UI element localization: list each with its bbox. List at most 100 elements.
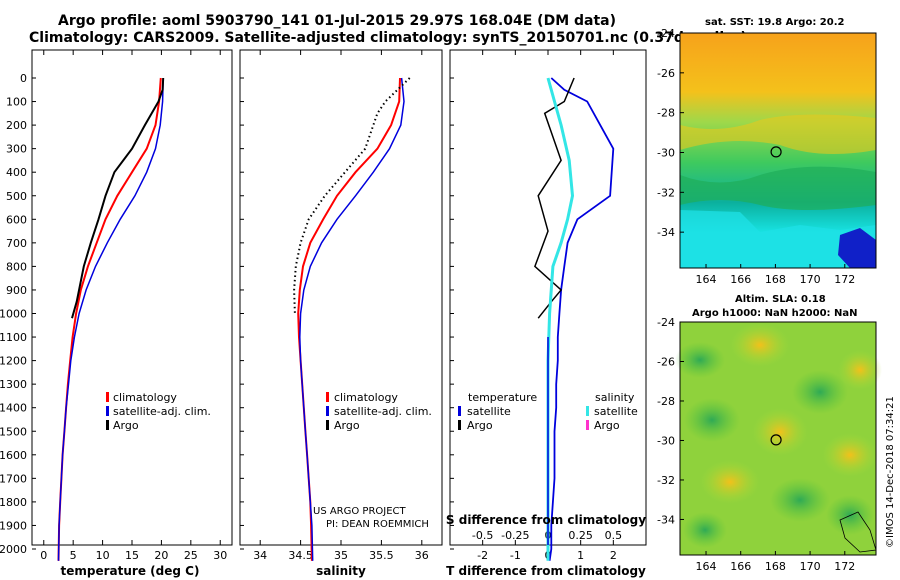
depth-axis: 0 100 200 300 400 500 600 700 800 900 1000 1100 1200… [0,72,454,556]
legend-argo-swatch [326,420,329,430]
lat-tick-label: -28 [657,107,675,120]
sst-lat-axis: -24 -26 -28 -30 -32 -34 [657,27,684,239]
salinity-panel-frame [239,49,443,546]
legend-climatology-swatch [326,392,329,402]
sla-high-patch [730,323,790,367]
salinity-series [293,77,411,561]
x-tick-label: 20 [154,549,168,562]
lat-tick-label: -34 [657,513,675,526]
series-line-climatology [297,77,401,561]
depth-tick-label: 2000 [0,543,27,556]
legend-t-argo-swatch [458,420,461,430]
project-credit: US ARGO PROJECT [313,506,407,517]
land-mask-blue [838,228,876,268]
s-diff-tick-label: 0.25 [568,529,593,542]
salinity-legend: climatology satellite-adj. clim. Argo [326,391,432,432]
depth-tick-label: 700 [6,237,27,250]
depth-tick-label: 1300 [0,378,27,391]
lat-tick-label: -24 [657,316,675,329]
sla-map-title: Altim. SLA: 0.18 [735,294,826,305]
x-tick-label: 35.5 [369,549,394,562]
legend-satellite-label: satellite-adj. clim. [334,405,432,418]
lat-tick-label: -26 [657,355,675,368]
sst-cold-region [680,210,876,268]
sst-map-frame [679,32,877,269]
sst-map [679,32,877,269]
depth-tick-label: 800 [6,260,27,273]
temperature-legend: climatology satellite-adj. clim. Argo [106,391,211,432]
legend-s-satellite-swatch [586,406,589,416]
x-tick-label: 15 [125,549,139,562]
depth-tick-label: 1500 [0,425,27,438]
sla-lat-axis: -24 -26 -28 -30 -32 -34 [657,316,684,526]
legend-argo-label: Argo [334,419,360,432]
lon-tick-label: 164 [696,560,717,573]
depth-tick-label: 300 [6,143,27,156]
sla-high-patch [752,408,808,456]
lon-tick-label: 168 [765,273,786,286]
lat-tick-label: -32 [657,186,675,199]
pi-credit: PI: DEAN ROEMMICH [326,519,429,530]
x-tick-label: 35 [334,549,348,562]
sla-high-patch [822,433,878,477]
legend-t-argo-label: Argo [467,419,493,432]
x-tick-label: 34.5 [288,549,313,562]
lon-tick-label: 170 [800,273,821,286]
x-tick-label: 5 [70,549,77,562]
legend-climatology-swatch [106,392,109,402]
sla-low-patch [770,478,830,522]
x-tick-label: 1 [577,549,584,562]
depth-tick-label: 100 [6,96,27,109]
t-diff-xlabel: T difference from climatology [446,564,646,578]
series-line-satellite-adj-clim- [57,77,164,561]
lon-tick-label: 170 [800,560,821,573]
sst-cool-band [680,166,876,210]
s-diff-tick-label: -0.25 [501,529,529,542]
x-tick-label: 25 [184,549,198,562]
legend-t-satellite-swatch [458,406,461,416]
s-diff-xlabel: S difference from climatology [446,513,646,527]
legend-t-satellite-label: satellite [467,405,511,418]
legend-climatology-label: climatology [113,391,177,404]
series-line-argo [71,77,165,319]
series-line-climatology [57,77,162,561]
legend-s-argo-swatch [586,420,589,430]
depth-tick-label: 1600 [0,449,27,462]
lat-tick-label: -30 [657,146,675,159]
lat-tick-label: -28 [657,395,675,408]
legend-satellite-swatch [106,406,109,416]
header-line-1: Argo profile: aoml 5903790_141 01-Jul-20… [58,13,616,29]
sla-low-patch [675,342,725,378]
sla-low-patch [683,512,727,548]
legend-temperature-title: temperature [468,391,537,404]
sla-map-subtitle: Argo h1000: NaN h2000: NaN [692,308,858,319]
depth-tick-label: 400 [6,166,27,179]
sla-map-frame [679,321,877,556]
lat-tick-label: -30 [657,434,675,447]
legend-climatology-label: climatology [334,391,398,404]
depth-tick-label: 1900 [0,519,27,532]
sla-lon-axis: 164 166 168 170 172 [696,551,855,573]
x-tick-label: 2 [610,549,617,562]
depth-tick-label: 600 [6,213,27,226]
depth-tick-label: 500 [6,190,27,203]
x-tick-label: 10 [96,549,110,562]
difference-legend: temperature satellite Argo salinity sate… [458,391,638,432]
x-tick-label: -2 [477,549,488,562]
difference-series [534,77,615,561]
depth-tick-label: 1800 [0,496,27,509]
salinity-xlabel: salinity [316,564,366,578]
sst-warm-band [680,114,876,154]
legend-satellite-swatch [326,406,329,416]
sst-lon-axis: 164 166 168 170 172 [696,264,855,286]
temperature-series [57,77,165,561]
sla-high-patch [700,460,760,504]
series-line-temperature-argo [534,77,575,319]
lon-tick-label: 166 [730,273,751,286]
lon-tick-label: 172 [834,560,855,573]
depth-tick-label: 200 [6,119,27,132]
depth-tick-label: 1700 [0,472,27,485]
salinity-x-axis: 34 34.5 35 35.5 36 [253,50,429,562]
depth-tick-label: 1200 [0,355,27,368]
s-diff-tick-label: 0.5 [605,529,623,542]
